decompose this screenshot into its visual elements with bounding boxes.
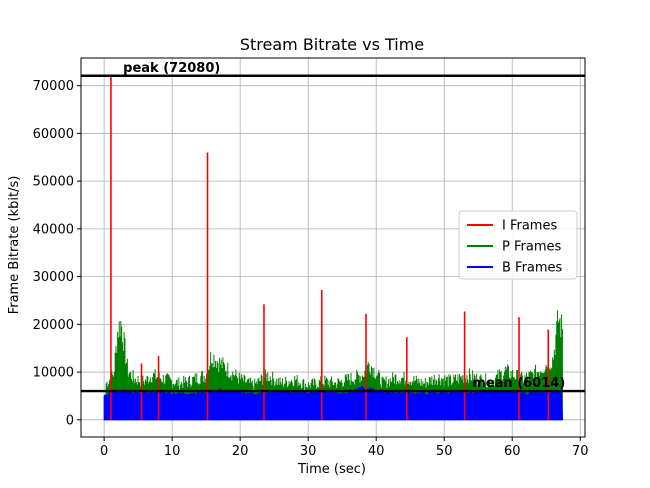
plot-area [103,75,564,421]
plot-frame [80,57,586,438]
legend: I Frames P Frames B Frames [458,210,578,280]
y-tick-label: 40000 [33,222,74,237]
x-tick-label: 60 [504,444,521,459]
x-tick-label: 70 [572,444,589,459]
y-tick-label: 20000 [33,318,74,333]
legend-label: B Frames [502,261,563,276]
legend-label: P Frames [502,240,561,255]
reference-label: peak (72080) [123,61,220,76]
x-tick-label: 0 [100,444,108,459]
y-axis-label: Frame Bitrate (kbit/s) [7,176,22,315]
chart-title: Stream Bitrate vs Time [240,35,424,54]
reference-lines: peak (72080) mean (6014) [81,61,585,393]
x-tick-label: 40 [368,444,385,459]
x-tick-label: 50 [436,444,453,459]
y-tick-label: 60000 [33,127,74,142]
b-frames-series [103,386,564,421]
y-tick-label: 30000 [33,270,74,285]
y-tick-label: 70000 [33,79,74,94]
y-tick-label: 50000 [33,175,74,190]
legend-box [458,210,578,280]
x-tick-label: 20 [232,444,249,459]
x-tick-label: 10 [164,444,181,459]
x-tick-label: 30 [300,444,317,459]
x-axis-label: Time (sec) [297,462,366,477]
y-tick-label: 0 [66,413,74,428]
reference-label: mean (6014) [472,376,565,391]
legend-label: I Frames [502,219,557,234]
y-tick-label: 10000 [33,366,74,381]
axes: 0 10 20 30 40 50 60 70 0 10000 20000 30000 40000 5000… [33,57,589,459]
